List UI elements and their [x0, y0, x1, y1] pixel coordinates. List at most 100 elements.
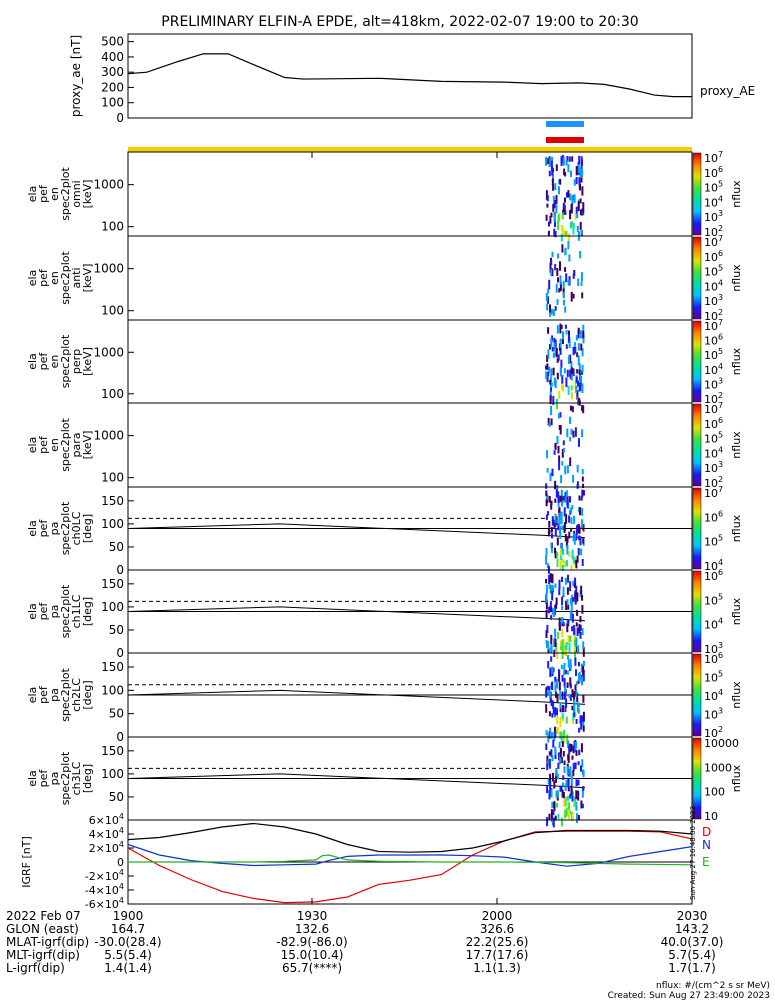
spec-pixel — [555, 790, 558, 798]
spec-pixel — [561, 644, 564, 654]
spec-pixel — [545, 214, 548, 221]
proxy-ae-ytick-label: 400 — [101, 50, 124, 64]
spec-pixel — [556, 399, 559, 409]
spec-pixel — [551, 672, 554, 677]
spec-pixel — [550, 160, 553, 171]
spec-pixel — [574, 346, 577, 354]
spec-pixel — [574, 742, 577, 751]
spec-pixel — [545, 293, 548, 302]
spec-pixel — [573, 694, 576, 703]
spec-pixel — [546, 363, 549, 370]
spec-pixel — [553, 200, 556, 209]
spec-ytick-label: 0 — [116, 730, 124, 744]
colorbar-tick-label: 107 — [704, 401, 723, 416]
spec-pixel — [579, 184, 581, 191]
colorbar — [692, 737, 702, 820]
spec-pixel — [546, 203, 549, 208]
spec-pixel — [572, 581, 575, 587]
xtable-cell: 326.6 — [480, 922, 514, 936]
spec-pixel — [575, 177, 578, 185]
spec-pixel — [551, 681, 554, 691]
spec-ylabel-line: pef — [37, 435, 50, 454]
spec-pixel — [551, 468, 554, 477]
spec-ytick-label: 100 — [101, 767, 124, 781]
proxy-ae-ytick-label: 0 — [116, 111, 124, 125]
spec-pixel — [554, 480, 557, 490]
spec-pixel — [581, 559, 584, 566]
spec-pixel — [552, 772, 554, 782]
spec-pixel — [548, 221, 550, 227]
spec-pixel — [567, 334, 570, 344]
spec-pixel — [580, 173, 583, 183]
spec-ylabel-line: perp — [70, 349, 83, 374]
spec-pixel — [581, 169, 584, 176]
spec-pixel — [553, 228, 556, 237]
spec-pixel — [550, 337, 553, 348]
plot-title: PRELIMINARY ELFIN-A EPDE, alt=418km, 202… — [161, 14, 638, 30]
spec-pixel — [546, 685, 549, 691]
colorbar-tick-label: 1000 — [704, 761, 732, 774]
spec-pixel — [581, 186, 584, 196]
footer-units: nflux: #/(cm^2 s sr MeV) — [656, 981, 770, 991]
spec-pixel — [556, 802, 558, 808]
spec-pixel — [554, 550, 557, 559]
spec-pixel — [570, 170, 572, 178]
spec-pixel — [552, 352, 555, 358]
loss-cone-solid — [127, 689, 586, 705]
spec-pixel — [563, 368, 566, 374]
xtable-cell: 1930 — [297, 909, 328, 923]
spec-ytick-label: 150 — [101, 744, 124, 758]
spec-pixel — [562, 299, 565, 306]
spec-pixel — [562, 280, 565, 291]
colorbar-label: nflux — [730, 514, 743, 542]
spec-pixel — [553, 802, 556, 808]
spec-pixel — [573, 709, 576, 717]
spec-pixel — [551, 755, 554, 762]
spec-pixel — [567, 164, 570, 173]
spec-pixel — [581, 364, 584, 373]
spec-pixel — [552, 195, 555, 201]
spec-pixel — [549, 344, 551, 350]
spec-pixel — [547, 230, 550, 236]
spec-pixel — [577, 523, 580, 534]
spec-pixel — [546, 468, 549, 473]
spec-pixel — [551, 608, 554, 615]
spec-pixel — [572, 228, 575, 235]
spec-pixel — [567, 754, 570, 761]
colorbar-tick-label: 10 — [704, 810, 718, 823]
spec-pixel — [550, 212, 553, 217]
spec-ylabel-line: spec2plot — [59, 668, 72, 722]
spec-pixel — [559, 347, 562, 355]
spec-pixel — [579, 169, 582, 179]
colorbar-tick-label: 102 — [704, 224, 723, 239]
spec-pixel — [571, 549, 574, 560]
spec-pixel — [563, 230, 566, 237]
igrf-legend-D: D — [702, 825, 711, 839]
spec-pixel — [574, 650, 576, 660]
colorbar-tick-label: 106 — [704, 165, 723, 180]
spec-pixel — [560, 644, 563, 651]
spec-pixel — [577, 548, 580, 556]
spec-pixel — [557, 221, 560, 230]
spec-pixel — [546, 303, 549, 311]
spec-pixel — [558, 588, 561, 596]
spec-pixel — [581, 508, 584, 516]
spec-ylabel-line: pef — [37, 519, 50, 538]
spec-pixel — [581, 383, 584, 393]
spec-pixel — [581, 759, 584, 768]
spec-pixel — [581, 429, 584, 438]
spec-pixel — [581, 292, 584, 299]
colorbar-tick-label: 103 — [704, 293, 723, 308]
spec-pixel — [559, 560, 562, 570]
xtable-cell: 1.1(1.3) — [473, 961, 521, 975]
spec-pixel — [561, 674, 564, 682]
spec-ytick-label: 100 — [101, 304, 124, 318]
spec-pixel — [572, 556, 575, 564]
spec-pixel — [554, 730, 557, 738]
spec-pixel — [567, 355, 570, 365]
spec-pixel — [549, 379, 552, 385]
spec-ylabel-line: [deg] — [81, 764, 94, 793]
spec-pixel — [545, 371, 548, 380]
spec-pixel — [545, 639, 548, 645]
